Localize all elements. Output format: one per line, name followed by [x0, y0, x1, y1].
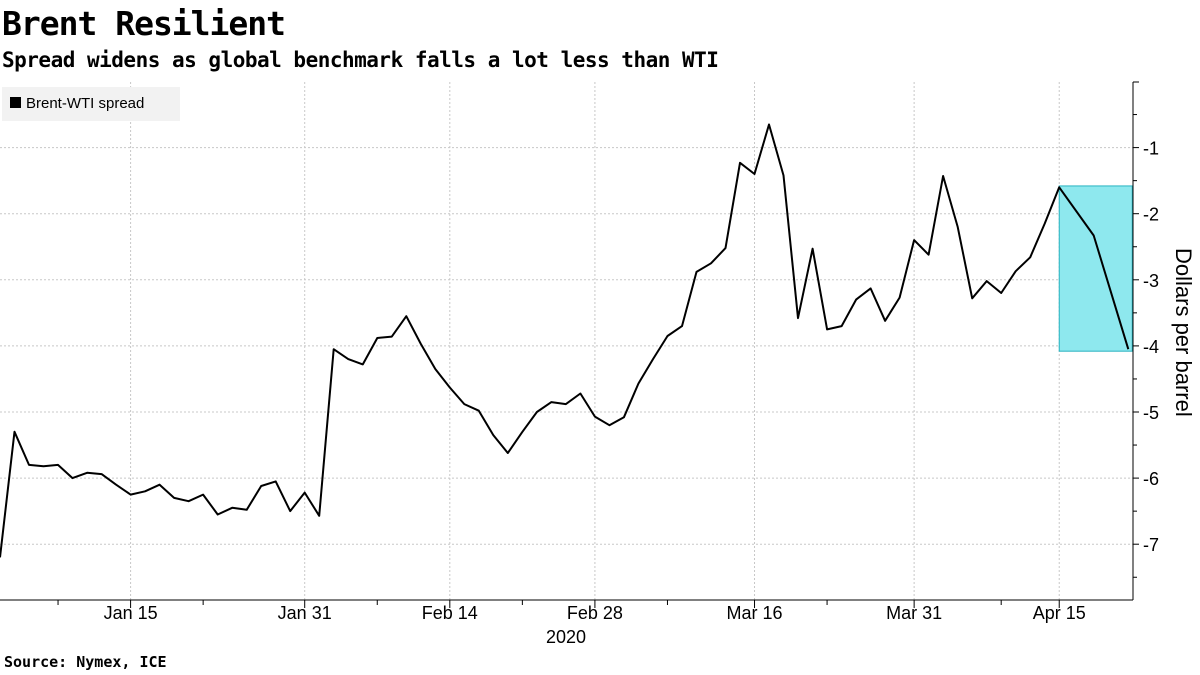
x-tick-label: Mar 31: [886, 603, 942, 623]
y-tick-label: -5: [1143, 403, 1159, 423]
y-tick-label: -3: [1143, 271, 1159, 291]
y-tick-label: -2: [1143, 205, 1159, 225]
gridlines: [0, 82, 1133, 600]
y-tick-label: -4: [1143, 337, 1159, 357]
x-tick-label: Jan 15: [104, 603, 158, 623]
series-line: [0, 123, 1130, 558]
y-tick-label: -7: [1143, 535, 1159, 555]
x-tick-label: Feb 28: [567, 603, 623, 623]
x-tick-label: Mar 16: [727, 603, 783, 623]
legend: Brent-WTI spread: [2, 87, 180, 121]
x-tick-label: Jan 31: [278, 603, 332, 623]
y-axis-label: Dollars per barrel: [1171, 248, 1196, 417]
series-brent-wti-spread: [0, 123, 1130, 558]
x-tick-label: Feb 14: [422, 603, 478, 623]
legend-entry-brent-wti-spread: Brent-WTI spread: [26, 95, 144, 112]
y-tick-label: -1: [1143, 139, 1159, 159]
x-tick-label: Apr 15: [1033, 603, 1086, 623]
legend-swatch: [10, 97, 21, 108]
y-tick-label: -6: [1143, 469, 1159, 489]
chart-subtitle: Spread widens as global benchmark falls …: [2, 48, 719, 72]
axes: -1 -2 -3 -4 -5 -6 -7 Jan 15 Jan 31 Feb 14 Feb 28 Ma…: [0, 81, 1159, 623]
x-year-label: 2020: [546, 627, 586, 647]
chart-title: Brent Resilient: [2, 4, 286, 43]
source-note: Source: Nymex, ICE: [4, 653, 167, 671]
legend-background: [2, 87, 180, 121]
